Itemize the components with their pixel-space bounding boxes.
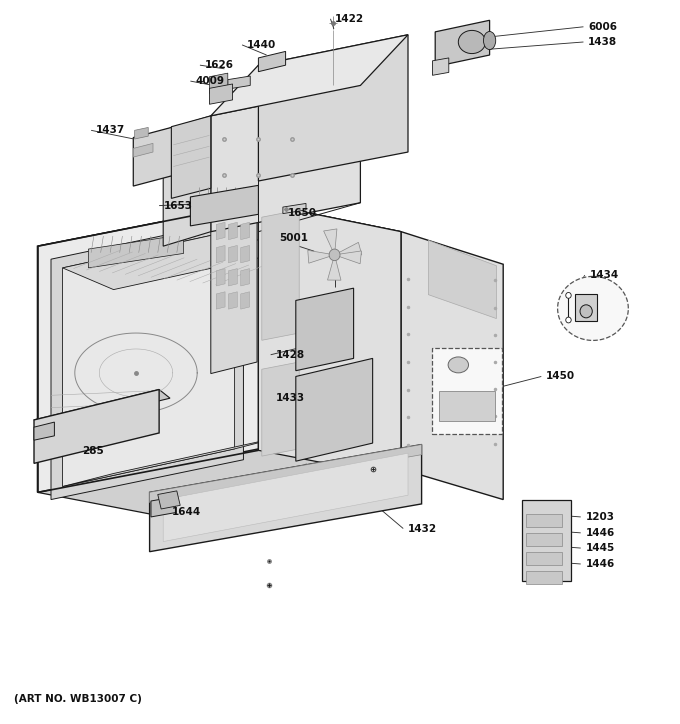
Polygon shape: [209, 84, 233, 104]
Text: 1450: 1450: [546, 371, 575, 382]
Polygon shape: [37, 449, 401, 520]
Polygon shape: [133, 143, 153, 157]
Polygon shape: [258, 203, 401, 478]
Text: 1434: 1434: [590, 270, 619, 280]
Text: 1650: 1650: [288, 208, 317, 218]
Polygon shape: [37, 203, 258, 492]
Polygon shape: [241, 269, 250, 286]
Polygon shape: [216, 245, 225, 263]
Text: (ART NO. WB13007 C): (ART NO. WB13007 C): [14, 694, 141, 704]
Ellipse shape: [483, 32, 496, 49]
Polygon shape: [228, 245, 237, 263]
Polygon shape: [211, 85, 360, 232]
Polygon shape: [241, 292, 250, 309]
Polygon shape: [308, 251, 335, 264]
Polygon shape: [522, 500, 571, 581]
Text: 1626: 1626: [205, 60, 234, 70]
Text: 285: 285: [82, 446, 104, 456]
Polygon shape: [335, 251, 362, 264]
Polygon shape: [558, 277, 628, 340]
Polygon shape: [209, 73, 228, 93]
Text: 4009: 4009: [195, 76, 224, 86]
Polygon shape: [296, 288, 354, 371]
Polygon shape: [158, 491, 180, 509]
Polygon shape: [241, 222, 250, 240]
Polygon shape: [401, 232, 503, 500]
Text: 1446: 1446: [585, 528, 615, 538]
Text: 1422: 1422: [335, 14, 364, 24]
Polygon shape: [335, 243, 362, 255]
Polygon shape: [151, 497, 175, 517]
Polygon shape: [435, 20, 490, 67]
Circle shape: [329, 249, 340, 261]
FancyBboxPatch shape: [432, 348, 502, 434]
Circle shape: [580, 305, 592, 318]
Text: 1438: 1438: [588, 37, 617, 47]
Circle shape: [566, 317, 571, 323]
Polygon shape: [296, 358, 373, 461]
Polygon shape: [63, 436, 286, 487]
Text: 1437: 1437: [96, 125, 125, 135]
Text: 1446: 1446: [585, 559, 615, 569]
Polygon shape: [88, 235, 184, 268]
Polygon shape: [241, 245, 250, 263]
Polygon shape: [258, 35, 408, 181]
Polygon shape: [283, 203, 306, 214]
Ellipse shape: [458, 30, 486, 54]
Text: 1203: 1203: [585, 512, 615, 522]
Polygon shape: [150, 445, 422, 552]
Polygon shape: [262, 210, 299, 340]
Polygon shape: [228, 292, 237, 309]
Polygon shape: [216, 222, 225, 240]
Polygon shape: [575, 294, 597, 321]
Polygon shape: [258, 203, 401, 478]
Ellipse shape: [448, 357, 469, 373]
Text: 1653: 1653: [164, 201, 193, 211]
Polygon shape: [526, 571, 562, 584]
Polygon shape: [526, 552, 562, 565]
Polygon shape: [34, 390, 159, 463]
Text: 6006: 6006: [588, 22, 617, 32]
Polygon shape: [228, 269, 237, 286]
Polygon shape: [216, 292, 225, 309]
Polygon shape: [171, 116, 211, 198]
Text: 1428: 1428: [275, 350, 305, 360]
Text: 5001: 5001: [279, 233, 308, 243]
Text: 1445: 1445: [585, 543, 615, 553]
Polygon shape: [63, 230, 235, 487]
Polygon shape: [34, 422, 54, 440]
Polygon shape: [190, 185, 258, 226]
Polygon shape: [37, 203, 401, 275]
Text: 1433: 1433: [275, 393, 305, 403]
Polygon shape: [324, 229, 337, 255]
Polygon shape: [216, 269, 225, 286]
Polygon shape: [211, 35, 408, 116]
Polygon shape: [228, 76, 250, 89]
Polygon shape: [150, 445, 422, 502]
Polygon shape: [526, 514, 562, 527]
Polygon shape: [34, 390, 170, 429]
Polygon shape: [133, 127, 174, 186]
Polygon shape: [51, 219, 243, 500]
Polygon shape: [258, 51, 286, 72]
Polygon shape: [135, 127, 148, 139]
Polygon shape: [163, 453, 408, 542]
Polygon shape: [262, 362, 299, 456]
Text: 1440: 1440: [247, 40, 276, 50]
Polygon shape: [63, 230, 286, 290]
Polygon shape: [432, 58, 449, 75]
Polygon shape: [526, 533, 562, 546]
Polygon shape: [439, 391, 495, 421]
Polygon shape: [428, 240, 496, 319]
Circle shape: [566, 292, 571, 298]
Polygon shape: [163, 116, 211, 246]
Text: 1432: 1432: [408, 523, 437, 534]
Text: 1644: 1644: [172, 507, 201, 517]
Polygon shape: [228, 222, 237, 240]
Polygon shape: [328, 255, 341, 280]
Polygon shape: [211, 209, 257, 374]
